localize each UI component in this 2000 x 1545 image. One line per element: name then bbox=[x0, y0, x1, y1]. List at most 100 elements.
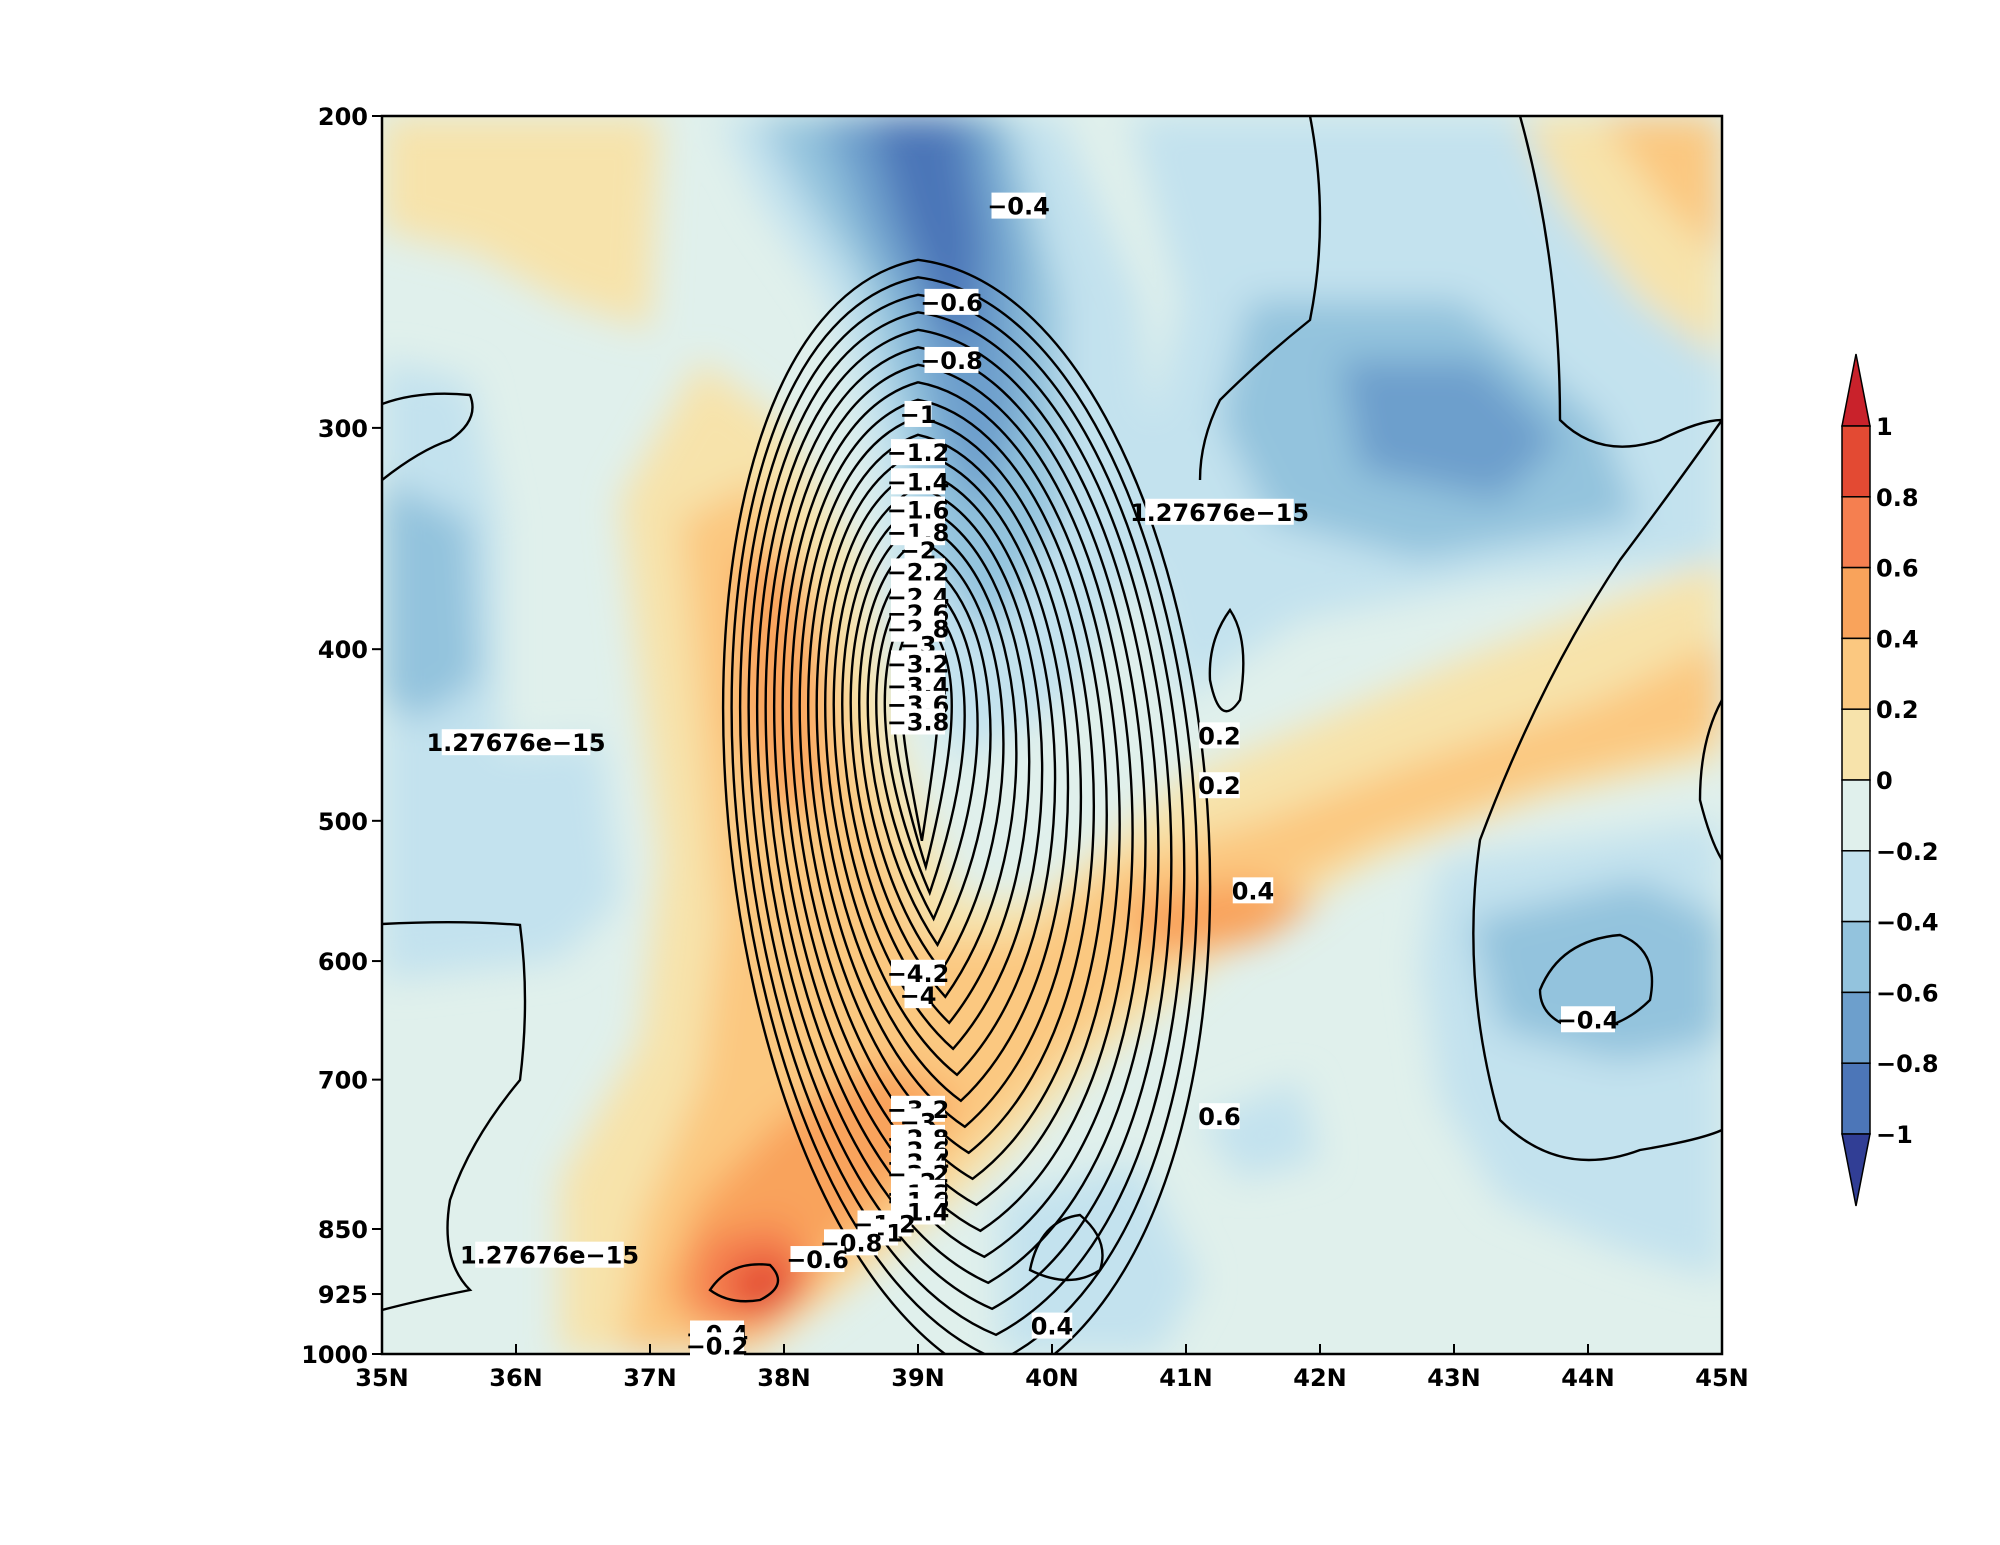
contour-label-bg bbox=[475, 1241, 624, 1268]
contour-label-text: 1.27676e−15 bbox=[1130, 499, 1309, 527]
x-tick-label: 41N bbox=[1159, 1364, 1212, 1392]
colorbar-label: 1 bbox=[1876, 413, 1893, 441]
contour-label: −4.2 bbox=[887, 959, 949, 988]
contour-label-text: 0.4 bbox=[1232, 877, 1275, 905]
contour-line bbox=[875, 573, 979, 922]
contour-label-bg bbox=[1199, 1103, 1240, 1130]
contour-label-bg bbox=[1232, 877, 1274, 904]
contour-label: −0.6 bbox=[786, 1246, 849, 1274]
contour-label-text: 0.2 bbox=[1198, 772, 1241, 800]
colorbar-band bbox=[1841, 1062, 1871, 1135]
contour-label-bg bbox=[891, 558, 945, 585]
contour-label: −1 bbox=[900, 400, 937, 429]
contour-label-text: 0.6 bbox=[1198, 1103, 1241, 1131]
colorbar-extend-top bbox=[1841, 353, 1871, 427]
contour-label-bg bbox=[891, 959, 945, 986]
contour-line bbox=[764, 346, 1147, 1259]
y-axis: 200 300 400 500 600 700 850 925 1000 bbox=[301, 103, 382, 1369]
x-tick-label: 38N bbox=[757, 1364, 810, 1392]
contour-label: −0.4 bbox=[1557, 1006, 1620, 1034]
contour-label-bg bbox=[1199, 722, 1240, 749]
colorbar-label: 0.4 bbox=[1876, 625, 1919, 653]
contour-line bbox=[756, 328, 1160, 1285]
contour-label-text: 0.4 bbox=[1031, 1313, 1074, 1341]
contour-label-text: −0.6 bbox=[786, 1246, 849, 1274]
contour-label-text: −4 bbox=[900, 982, 937, 1010]
contour-label-text: 1.27676e−15 bbox=[426, 729, 605, 757]
contour-label-bg bbox=[1199, 772, 1240, 799]
x-tick-label: 45N bbox=[1695, 1364, 1748, 1392]
contour-label-bg bbox=[924, 346, 979, 373]
y-tick-label: 700 bbox=[318, 1067, 368, 1095]
contour-label: 0.4 bbox=[1031, 1312, 1074, 1341]
y-tick-label: 600 bbox=[318, 948, 368, 976]
x-tick-label: 37N bbox=[623, 1364, 676, 1392]
contour-label-bg bbox=[991, 192, 1046, 219]
contour-label-bg bbox=[904, 982, 932, 1009]
colorbar: 1 0.8 0.6 0.4 0.2 0 −0.2 −0.4 −0.6 −0.8 −1 bbox=[1841, 353, 1939, 1207]
contour-label-bg bbox=[1561, 1006, 1615, 1033]
contour-label: −0.8 bbox=[920, 346, 983, 375]
contour-label-bg bbox=[690, 1332, 744, 1359]
contour-label-bg bbox=[891, 468, 945, 495]
colorbar-extend-bottom bbox=[1841, 1133, 1871, 1207]
contour-label-text: −2.2 bbox=[887, 558, 950, 586]
x-tick-label: 36N bbox=[489, 1364, 542, 1392]
contour-line bbox=[815, 451, 1070, 1103]
colorbar-band bbox=[1841, 920, 1871, 994]
contour-line bbox=[849, 520, 1018, 999]
colorbar-label: −0.6 bbox=[1876, 979, 1939, 1007]
colorbar-label: −0.2 bbox=[1876, 838, 1939, 866]
contour-line bbox=[841, 503, 1031, 1025]
x-tick-label: 35N bbox=[355, 1364, 408, 1392]
y-tick-label: 200 bbox=[318, 103, 368, 131]
y-tick-label: 1000 bbox=[301, 1341, 368, 1369]
contour-line bbox=[807, 433, 1083, 1129]
contour-line bbox=[738, 293, 1186, 1337]
contour-line bbox=[747, 311, 1173, 1311]
contour-label: −0.2 bbox=[686, 1332, 749, 1360]
contour-label-text: −0.4 bbox=[1557, 1006, 1620, 1034]
contour-label-bg bbox=[924, 288, 979, 315]
colorbar-band bbox=[1841, 708, 1871, 781]
colorbar-band bbox=[1841, 496, 1871, 569]
contour-label-text: −0.6 bbox=[920, 289, 983, 317]
colorbar-label: −0.4 bbox=[1876, 909, 1939, 937]
contour-label: −1.4 bbox=[887, 468, 950, 496]
y-tick-label: 850 bbox=[318, 1216, 368, 1244]
contour-label: 0.4 bbox=[1232, 877, 1275, 905]
contour-label-text: −0.2 bbox=[686, 1332, 749, 1360]
colorbar-label: 0 bbox=[1876, 767, 1893, 795]
colorbar-label: −0.8 bbox=[1876, 1050, 1939, 1078]
contour-label-text: −1 bbox=[900, 401, 937, 429]
contour-label: −1.2 bbox=[887, 439, 950, 467]
contour-label: 1.27676e−15 bbox=[460, 1241, 639, 1270]
colorbar-label: 0.6 bbox=[1876, 555, 1919, 583]
contour-label-text: 1.27676e−15 bbox=[460, 1242, 639, 1270]
contour-label: −2.2 bbox=[887, 558, 950, 586]
contour-label: −4 bbox=[900, 982, 937, 1010]
contour-label: 0.6 bbox=[1198, 1103, 1241, 1131]
contour-label: 1.27676e−15 bbox=[1130, 498, 1309, 527]
colorbar-band bbox=[1841, 850, 1871, 923]
contour-label: −0.8 bbox=[820, 1229, 882, 1257]
contour-line bbox=[866, 555, 992, 948]
contour-label: −0.6 bbox=[920, 288, 983, 317]
y-tick-label: 300 bbox=[318, 415, 368, 443]
contour-label-text: −1.4 bbox=[887, 468, 950, 496]
contour-label-bg bbox=[1031, 1312, 1073, 1339]
colorbar-band bbox=[1841, 566, 1871, 640]
contour-label-bg bbox=[1145, 498, 1294, 525]
contour-label-text: −1.2 bbox=[887, 439, 950, 467]
contour-line bbox=[824, 468, 1057, 1077]
x-tick-label: 42N bbox=[1293, 1364, 1346, 1392]
contour-line bbox=[773, 363, 1134, 1233]
contour-label: 0.2 bbox=[1198, 722, 1241, 750]
y-tick-label: 500 bbox=[318, 808, 368, 836]
contour-label-bg bbox=[904, 400, 932, 427]
colorbar-band bbox=[1841, 425, 1871, 498]
contour-label-bg bbox=[891, 708, 945, 735]
colorbar-band bbox=[1841, 779, 1871, 852]
contour-label: −0.4 bbox=[987, 192, 1050, 221]
